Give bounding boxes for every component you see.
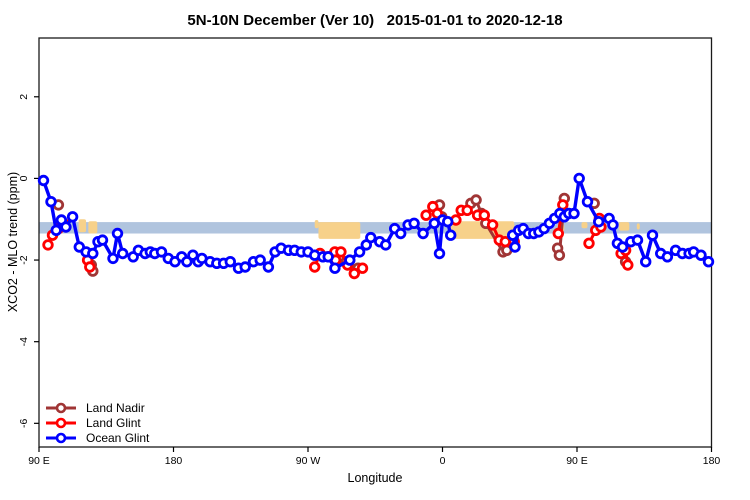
data-point [344, 254, 356, 266]
legend-marker-icon [46, 432, 76, 444]
y-tick-label: 0 [18, 175, 30, 181]
data-point [356, 262, 369, 274]
data-point [322, 251, 334, 263]
data-point [553, 249, 566, 261]
legend-item: Ocean Glint [44, 431, 149, 445]
data-point [702, 256, 715, 268]
data-point [335, 246, 347, 258]
data-point [107, 252, 119, 265]
data-point [66, 211, 79, 223]
legend-label: Land Nadir [86, 401, 145, 415]
data-point [583, 237, 595, 250]
x-axis-label: Longitude [347, 471, 403, 485]
data-point [224, 256, 237, 268]
y-tick-label: -6 [18, 419, 30, 428]
land-patch [88, 221, 98, 234]
data-point [640, 256, 652, 268]
data-point [45, 195, 57, 208]
data-point [433, 247, 446, 260]
legend-marker-icon [46, 402, 76, 414]
legend-item: Land Nadir [44, 401, 149, 415]
x-tick-label: 0 [440, 455, 446, 467]
data-point [420, 209, 432, 221]
x-tick-label: 90 E [28, 455, 50, 467]
y-tick-label: 2 [18, 94, 30, 100]
data-point [111, 227, 124, 240]
data-point [445, 229, 457, 241]
data-point [380, 239, 392, 251]
data-point [616, 241, 629, 253]
data-point [417, 227, 429, 240]
land-patch [314, 220, 319, 229]
land-patch [78, 219, 87, 233]
data-point [646, 229, 659, 241]
data-point [607, 219, 619, 231]
chart-title: 5N-10N December (Ver 10) 2015-01-01 to 2… [187, 12, 563, 29]
y-tick-label: -2 [18, 255, 30, 264]
data-point [408, 217, 420, 230]
x-tick-label: 90 W [296, 455, 321, 467]
land-patch [581, 222, 588, 229]
data-point [42, 239, 54, 251]
plot-box [38, 37, 713, 448]
data-point [87, 247, 99, 260]
legend-item: Land Glint [44, 416, 149, 430]
x-tick-label: 90 E [566, 455, 588, 467]
data-point [254, 254, 266, 266]
data-point [470, 194, 482, 206]
data-point [239, 261, 251, 273]
data-point [348, 267, 361, 280]
x-tick-label: 180 [703, 455, 721, 467]
data-point [365, 231, 377, 244]
data-point [353, 246, 366, 258]
data-point [622, 259, 634, 271]
data-point [461, 204, 473, 217]
data-point [593, 215, 605, 228]
legend-marker-icon [46, 417, 76, 429]
legend-label: Ocean Glint [86, 431, 150, 445]
data-point [442, 215, 454, 228]
data-point [60, 221, 72, 233]
data-point [395, 227, 407, 240]
data-point [84, 261, 96, 273]
y-axis-label: XCO2 - MLO trend (ppm) [6, 171, 20, 313]
x-tick-label: 180 [165, 455, 183, 467]
data-point [631, 234, 644, 246]
data-point [695, 249, 707, 261]
data-point [581, 195, 594, 208]
land-patch [618, 222, 630, 231]
data-point [478, 209, 491, 221]
land-patch [636, 223, 640, 230]
data-point [181, 256, 193, 268]
data-point [155, 246, 168, 258]
data-point [568, 207, 580, 220]
legend: Land Nadir Land Glint Ocean Glint [44, 401, 149, 445]
data-point [116, 247, 129, 260]
data-point [552, 227, 565, 240]
data-point [486, 219, 499, 231]
reference-band [39, 222, 712, 234]
land-patch [318, 222, 361, 239]
data-point [661, 251, 674, 263]
data-point [262, 261, 275, 273]
data-point [37, 174, 50, 187]
y-tick-label: -4 [18, 337, 30, 346]
legend-label: Land Glint [86, 416, 141, 430]
data-point [509, 241, 521, 253]
data-point [50, 224, 62, 237]
data-point [573, 172, 585, 185]
data-point [96, 234, 109, 246]
data-point [309, 261, 321, 273]
data-point [329, 262, 341, 274]
